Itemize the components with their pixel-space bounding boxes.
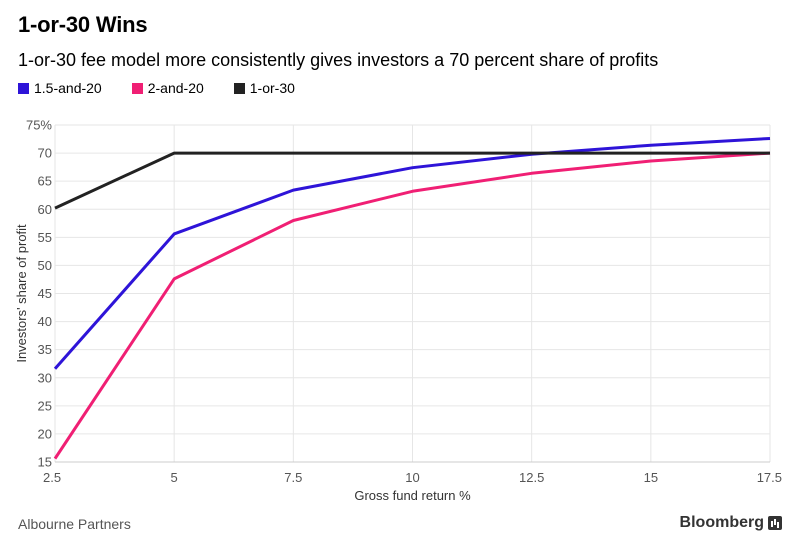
x-tick-label: 12.5: [519, 470, 544, 485]
grid: [54, 124, 771, 463]
x-axis-title: Gross fund return %: [354, 488, 471, 503]
series-lines: [53, 136, 771, 460]
y-tick-label: 15: [38, 455, 52, 470]
legend-item-2-and-20: 2-and-20: [131, 80, 204, 96]
legend-swatch: [131, 82, 143, 94]
series-line-1-5-and-20: [53, 136, 771, 370]
y-tick-label: 50: [38, 258, 52, 273]
y-axis: 15 20 25 30 35 40 45 50 55 60 65 70 75%: [26, 118, 52, 470]
x-tick-label: 15: [644, 470, 658, 485]
x-tick-label: 2.5: [43, 470, 61, 485]
brand-logo: Bloomberg: [680, 514, 782, 532]
y-tick-label: 30: [38, 370, 52, 385]
legend-label: 2-and-20: [147, 80, 204, 96]
legend: 1.5-and-20 2-and-20 1-or-30: [18, 80, 325, 96]
y-tick-label: 45: [38, 286, 52, 301]
series-line-1-or-30: [54, 151, 770, 210]
legend-item-1-or-30: 1-or-30: [233, 80, 295, 96]
y-tick-label: 75%: [26, 118, 52, 133]
legend-label: 1.5-and-20: [34, 80, 102, 96]
y-tick-label: 55: [38, 230, 52, 245]
legend-item-1-5-and-20: 1.5-and-20: [18, 80, 102, 96]
x-axis: 2.5 5 7.5 10 12.5 15 17.5: [43, 470, 782, 485]
y-tick-label: 60: [38, 202, 52, 217]
chart-subtitle: 1-or-30 fee model more consistently give…: [18, 50, 659, 70]
x-tick-label: 10: [405, 470, 419, 485]
y-tick-label: 65: [38, 174, 52, 189]
y-tick-label: 40: [38, 314, 52, 329]
x-tick-label: 5: [171, 470, 178, 485]
legend-label: 1-or-30: [249, 80, 295, 96]
series-line-2-and-20: [53, 151, 771, 460]
bloomberg-chart-icon: [768, 516, 782, 530]
y-tick-label: 20: [38, 426, 52, 441]
legend-swatch: [18, 82, 29, 94]
chart-title: 1-or-30 Wins: [18, 12, 148, 37]
y-axis-title: Investors' share of profit: [14, 224, 29, 363]
x-tick-label: 17.5: [757, 470, 782, 485]
legend-swatch: [233, 82, 245, 94]
source-note: Albourne Partners: [18, 516, 131, 532]
y-tick-label: 35: [38, 342, 52, 357]
y-tick-label: 70: [38, 146, 52, 161]
x-tick-label: 7.5: [284, 470, 302, 485]
y-tick-label: 25: [38, 398, 52, 413]
brand-name: Bloomberg: [679, 514, 764, 531]
